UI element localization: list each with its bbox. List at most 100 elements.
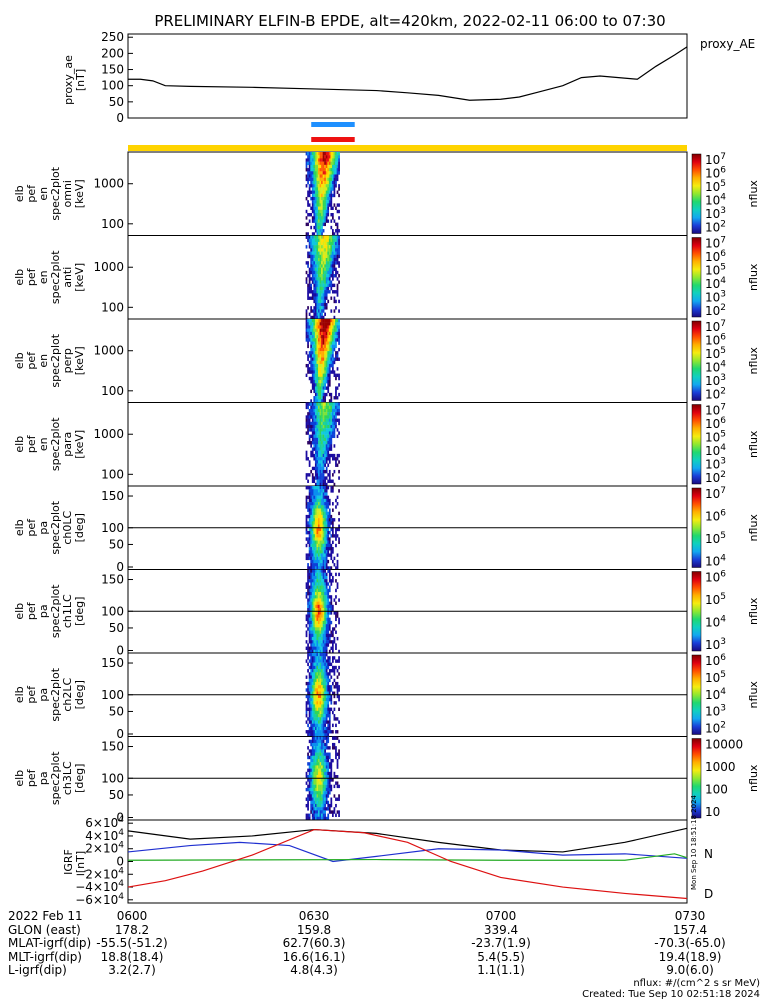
spectrogram-cell — [321, 559, 323, 564]
spectrogram-cell — [307, 803, 309, 808]
spectrogram-cell — [313, 540, 316, 545]
spectrogram-cell — [322, 563, 325, 567]
spectrogram-cell — [325, 424, 328, 429]
spectrogram-cell — [321, 595, 323, 599]
spectrogram-cell — [305, 659, 308, 663]
spectrogram-cell — [308, 155, 311, 159]
spectrogram-cell — [316, 354, 319, 358]
spectrogram-cell — [310, 585, 313, 589]
spectrogram-cell — [338, 155, 340, 159]
spectrogram-cell — [307, 502, 309, 506]
spectrogram-cell — [305, 373, 308, 378]
spectrogram-cell — [316, 254, 319, 259]
spectrogram-cell — [307, 200, 309, 204]
spectrogram-cell — [311, 280, 314, 284]
spectrogram-cell — [313, 306, 316, 310]
spectrogram-cell — [316, 697, 319, 702]
spectrogram-cell — [319, 283, 322, 288]
spectrogram-cell — [308, 598, 311, 602]
spectrogram-cell — [308, 649, 311, 654]
spectrogram-cell — [325, 714, 328, 718]
spectrogram-cell — [307, 261, 309, 265]
spectrogram-cell — [305, 277, 308, 281]
spectrogram-cell — [327, 752, 330, 756]
spectrogram-cell — [311, 681, 314, 686]
spectrogram-cell — [308, 787, 311, 792]
spectrogram-cell — [321, 277, 323, 281]
spectrogram-cell — [318, 264, 320, 268]
axis-label-line: elb — [13, 603, 26, 620]
spectrogram-cell — [316, 257, 319, 262]
spectrogram-cell — [321, 620, 323, 625]
axis-label-line: ch1LC — [61, 594, 74, 628]
spectrogram-cell — [305, 813, 308, 817]
spectrogram-cell — [328, 688, 331, 692]
spectrogram-cell — [321, 373, 323, 378]
spectrogram-cell — [321, 762, 323, 766]
spectrogram-cell — [324, 450, 326, 455]
spectrogram-cell — [324, 405, 326, 410]
spectrogram-cell — [322, 158, 325, 162]
spectrogram-cell — [322, 746, 325, 750]
spectrogram-cell — [330, 174, 333, 178]
spectrogram-cell — [322, 566, 325, 570]
spectrogram-cell — [305, 232, 308, 236]
spectrogram-cell — [316, 216, 319, 220]
spectrogram-cell — [331, 524, 334, 528]
spectrogram-cell — [319, 328, 322, 333]
spectrogram-cell — [311, 797, 314, 801]
spectrogram-cell — [322, 424, 325, 429]
spectrogram-cell — [305, 730, 308, 734]
spectrogram-cell — [319, 367, 322, 371]
orbit-row-value: -70.3(-65.0) — [654, 936, 725, 950]
spectrogram-cell — [322, 582, 325, 586]
spectrogram-cell — [321, 225, 323, 230]
spectrogram-cell — [327, 325, 330, 329]
spectrogram-cell — [331, 270, 334, 275]
spectrogram-cell — [335, 624, 337, 628]
spectrogram-cell — [325, 736, 328, 740]
spectrogram-cell — [325, 405, 328, 410]
colorbar — [691, 654, 702, 735]
spectrogram-cell — [319, 280, 322, 284]
ae-tick-label: 50 — [109, 95, 124, 109]
spectrogram-cell — [336, 685, 339, 689]
spectrogram-cell — [321, 283, 323, 288]
spectrogram-cell — [318, 563, 320, 567]
spectrogram-cell — [318, 267, 320, 272]
spectrogram-cell — [318, 476, 320, 480]
spectrogram-cell — [324, 723, 326, 728]
spectrogram-cell — [308, 518, 311, 522]
spectrogram-cell — [328, 280, 331, 284]
spectrogram-cell — [314, 415, 317, 419]
colorbar-tick-label: 105 — [705, 430, 726, 445]
spectrogram-cell — [321, 575, 323, 580]
spectrogram-cell — [319, 714, 322, 718]
spectrogram-cell — [319, 315, 322, 320]
spectrogram-cell — [322, 749, 325, 753]
spectrogram-cell — [307, 768, 309, 773]
spectrogram-cell — [327, 495, 330, 500]
spectrogram-cell — [331, 646, 334, 650]
spectrogram-cell — [310, 685, 313, 689]
spectrogram-cell — [331, 418, 334, 422]
spectrogram-cell — [316, 627, 319, 631]
spectrogram-cell — [324, 152, 326, 156]
spectrogram-cell — [316, 547, 319, 551]
spectrogram-cell — [305, 184, 308, 188]
spectrogram-cell — [319, 566, 322, 570]
spectrogram-cell — [308, 675, 311, 679]
spectrogram-cell — [311, 611, 314, 615]
spectrogram-cell — [318, 662, 320, 667]
spectrogram-cell — [311, 431, 314, 435]
spectrogram-cell — [338, 241, 340, 246]
spectrogram-cell — [316, 434, 319, 439]
spectrogram-cell — [316, 248, 319, 252]
spectrogram-cell — [316, 704, 319, 708]
spectrogram-cell — [313, 232, 316, 236]
spectrogram-cell — [324, 283, 326, 288]
spectrogram-cell — [318, 479, 320, 483]
spectrogram-cell — [316, 479, 319, 483]
spectrogram-cell — [313, 357, 316, 361]
spectrogram-cell — [311, 158, 314, 162]
